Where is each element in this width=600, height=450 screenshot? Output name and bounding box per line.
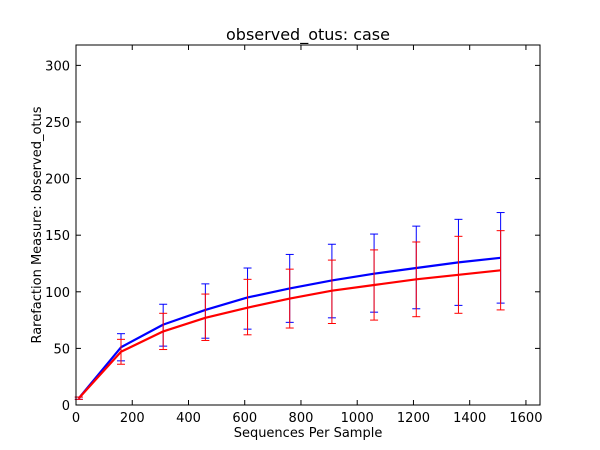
y-tick-label: 100 xyxy=(45,286,70,301)
x-tick-label: 1600 xyxy=(509,411,542,426)
x-tick-label: 600 xyxy=(232,411,257,426)
y-tick-label: 200 xyxy=(45,173,70,188)
x-tick-label: 800 xyxy=(289,411,314,426)
y-tick-label: 250 xyxy=(45,116,70,131)
plot-area xyxy=(76,45,540,405)
series-1 xyxy=(74,230,505,400)
x-tick-label: 0 xyxy=(72,411,80,426)
y-tick-label: 50 xyxy=(53,342,70,357)
x-axis-label: Sequences Per Sample xyxy=(234,426,383,441)
series-layer xyxy=(74,212,505,400)
x-tick-label: 400 xyxy=(176,411,201,426)
chart-title: observed_otus: case xyxy=(226,25,390,45)
series-line xyxy=(77,269,501,399)
y-tick-label: 0 xyxy=(62,399,70,414)
x-tick-label: 200 xyxy=(120,411,145,426)
x-tick-label: 1200 xyxy=(397,411,430,426)
ticks-layer: 0 200 400 600 800 1000 1200 1400 1600 0 50 100 150 20… xyxy=(45,45,542,426)
x-tick-label: 1400 xyxy=(453,411,486,426)
x-tick-label: 1000 xyxy=(341,411,374,426)
y-tick-label: 300 xyxy=(45,59,70,74)
y-axis-label: Rarefaction Measure: observed_otus xyxy=(30,106,45,343)
plot-frame xyxy=(75,44,541,406)
y-tick-label: 150 xyxy=(45,229,70,244)
